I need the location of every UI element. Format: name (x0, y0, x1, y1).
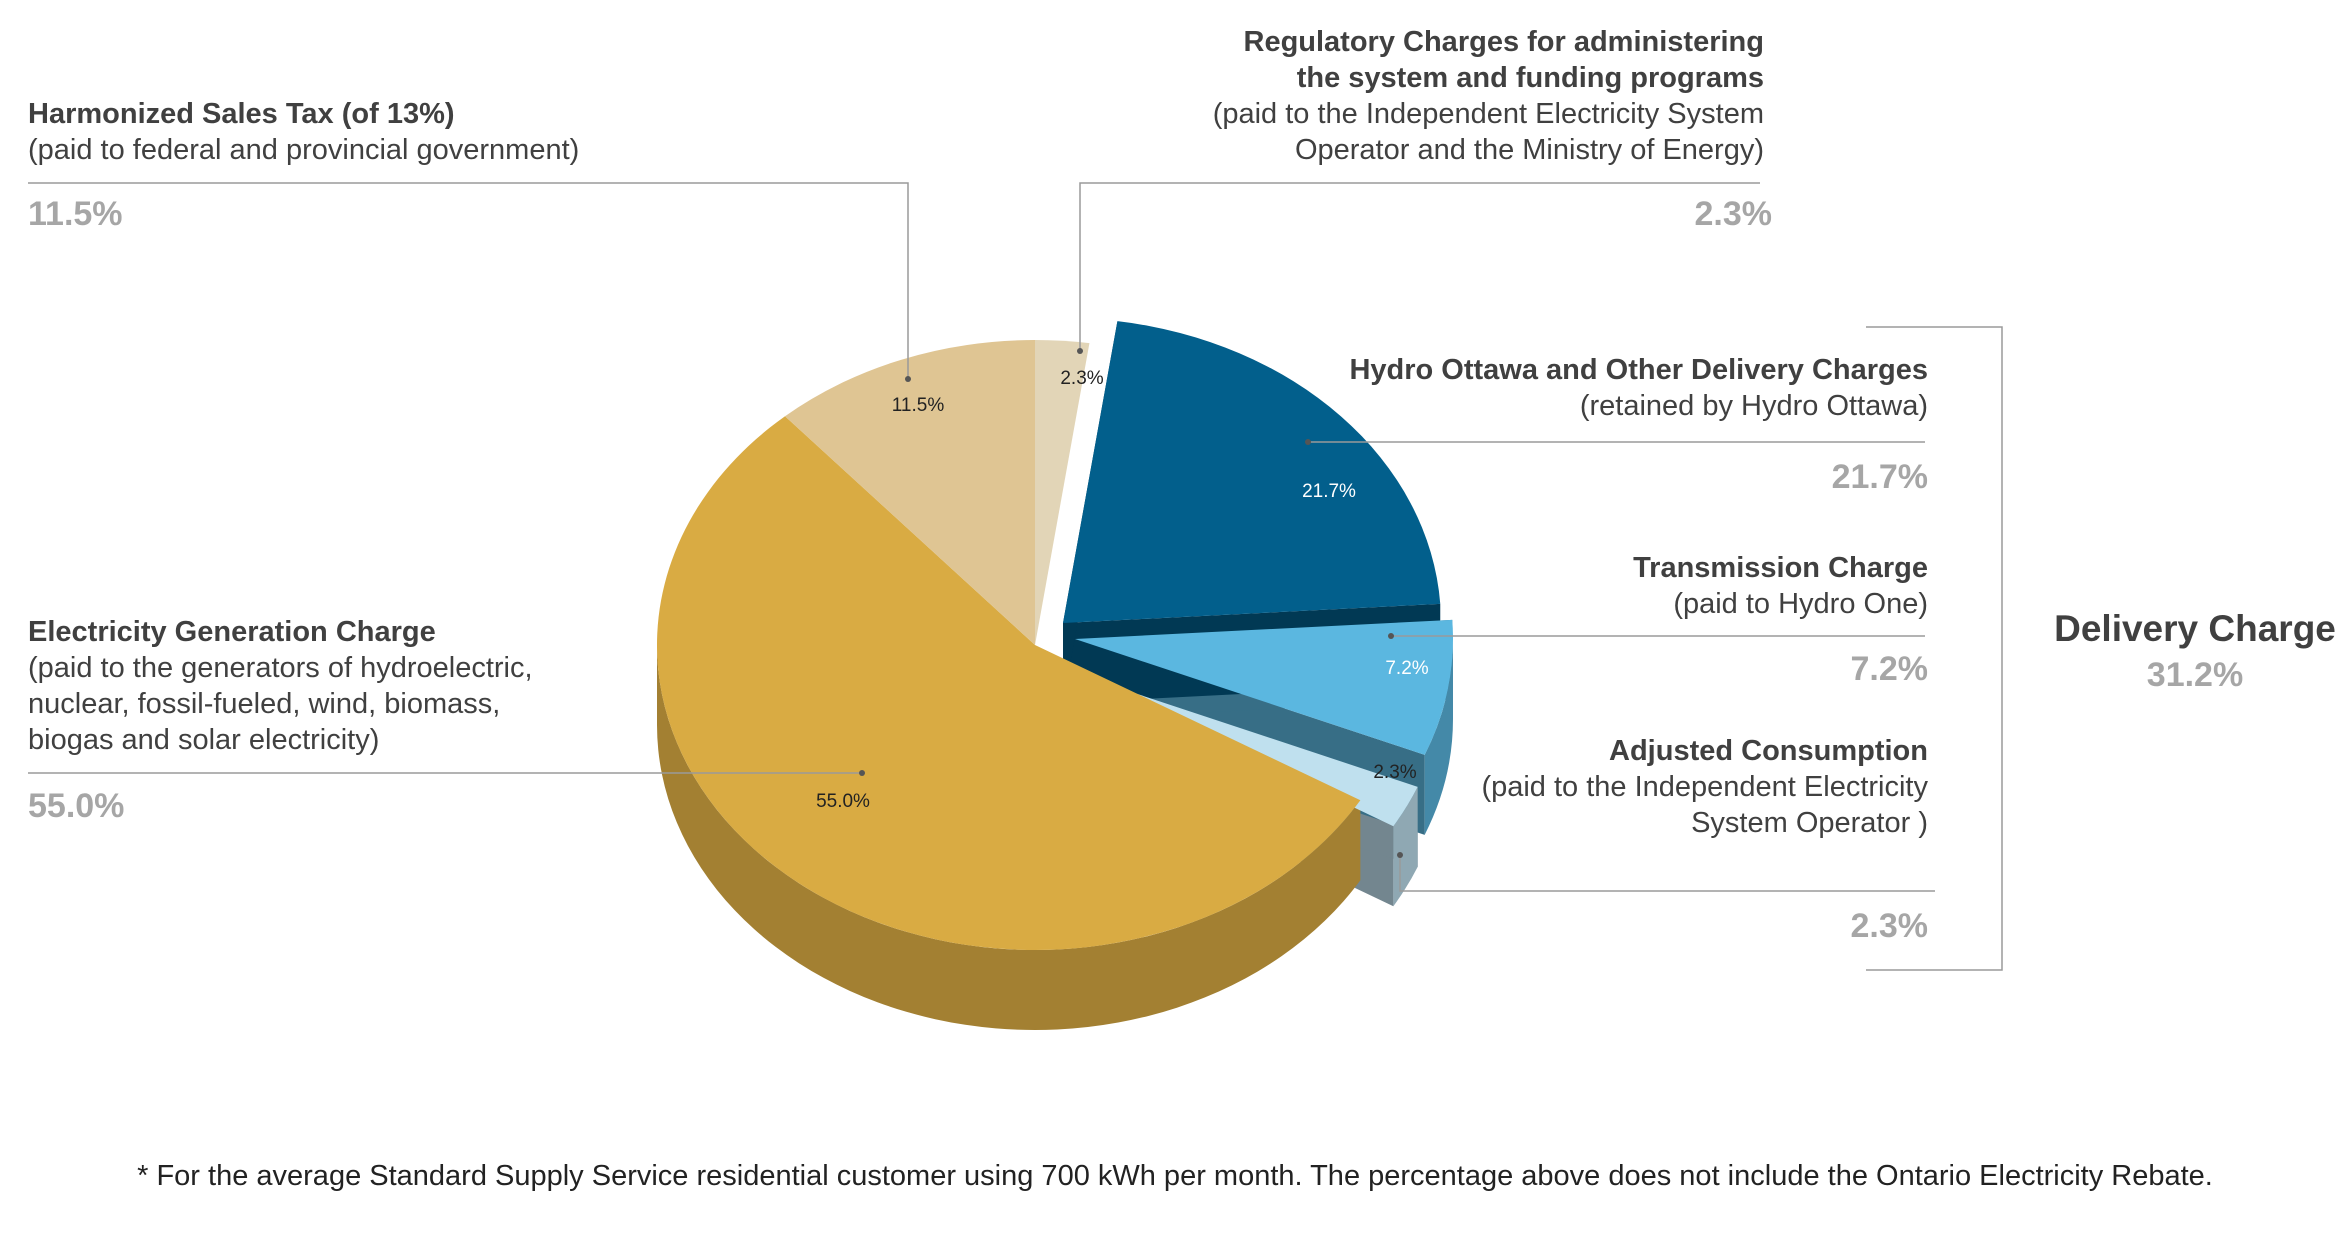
label-generation: Electricity Generation Charge (paid to t… (28, 614, 533, 758)
leader-adjusted (1399, 855, 1935, 892)
leader-dot-adjusted (1397, 852, 1403, 858)
label-hydro: Hydro Ottawa and Other Delivery Charges … (1224, 352, 1928, 424)
pie-slice-hydro (1063, 321, 1441, 623)
label-regulatory: Regulatory Charges for administering the… (1060, 24, 1764, 168)
label-regulatory-title-2: the system and funding programs (1296, 62, 1764, 94)
leader-dot-regulatory (1077, 348, 1083, 354)
label-transmission: Transmission Charge (paid to Hydro One) (1324, 550, 1928, 622)
label-transmission-desc: (paid to Hydro One) (1673, 588, 1928, 620)
label-adjusted: Adjusted Consumption (paid to the Indepe… (1380, 733, 1928, 841)
pie-label-transmission: 7.2% (1385, 658, 1428, 679)
label-adjusted-desc-1: (paid to the Independent Electricity (1481, 771, 1928, 803)
leader-dot-hst (905, 376, 911, 382)
pie-label-adjusted: 2.3% (1373, 762, 1416, 783)
label-adjusted-desc-2: System Operator ) (1691, 807, 1928, 839)
label-regulatory-title-1: Regulatory Charges for administering (1243, 26, 1765, 58)
delivery-charge-title: Delivery Charge (2054, 608, 2336, 649)
label-hst-desc: (paid to federal and provincial governme… (28, 134, 580, 166)
pie-label-hydro: 21.7% (1302, 481, 1356, 502)
pie-slice-regulatory (1035, 340, 1090, 645)
delivery-bracket (1866, 326, 2003, 971)
pie-label-generation: 55.0% (816, 791, 870, 812)
pie-label-hst: 11.5% (892, 395, 945, 416)
label-generation-desc-3: biogas and solar electricity) (28, 724, 380, 756)
pie-slice-side-transmission (1424, 639, 1453, 835)
label-generation-title: Electricity Generation Charge (28, 616, 436, 648)
pie-slice-transmission (1075, 619, 1454, 755)
label-adjusted-title: Adjusted Consumption (1609, 735, 1928, 767)
label-hydro-title: Hydro Ottawa and Other Delivery Charges (1349, 354, 1928, 386)
label-transmission-title: Transmission Charge (1633, 552, 1928, 584)
pie-slice-side-generation (657, 645, 1361, 1030)
pct-adjusted: 2.3% (1850, 907, 1929, 945)
leader-hst (28, 182, 909, 379)
delivery-charge-pct: 31.2% (2146, 656, 2244, 694)
pct-transmission: 7.2% (1850, 650, 1929, 688)
pct-hst: 11.5% (28, 195, 123, 233)
leader-dot-transmission (1388, 633, 1394, 639)
pie-slice-generation (656, 416, 1361, 950)
pct-generation: 55.0% (28, 787, 125, 825)
leader-regulatory (1079, 182, 1760, 351)
delivery-charge-group: Delivery Charge 31.2% (2040, 606, 2350, 698)
pct-regulatory: 2.3% (1694, 195, 1773, 233)
pie-slice-hst (785, 340, 1035, 645)
label-hst-title: Harmonized Sales Tax (of 13%) (28, 98, 455, 130)
label-generation-desc-1: (paid to the generators of hydroelectric… (28, 652, 533, 684)
pct-hydro: 21.7% (1831, 458, 1928, 496)
leader-dot-hydro (1305, 439, 1311, 445)
pie-label-regulatory: 2.3% (1060, 368, 1103, 389)
label-generation-desc-2: nuclear, fossil-fueled, wind, biomass, (28, 688, 501, 720)
label-hst: Harmonized Sales Tax (of 13%) (paid to f… (28, 96, 579, 168)
label-regulatory-desc-2: Operator and the Ministry of Energy) (1294, 134, 1764, 166)
footnote: * For the average Standard Supply Servic… (137, 1160, 2213, 1192)
leader-dot-generation (859, 770, 865, 776)
label-hydro-desc: (retained by Hydro Ottawa) (1579, 390, 1928, 422)
label-regulatory-desc-1: (paid to the Independent Electricity Sys… (1212, 98, 1764, 130)
